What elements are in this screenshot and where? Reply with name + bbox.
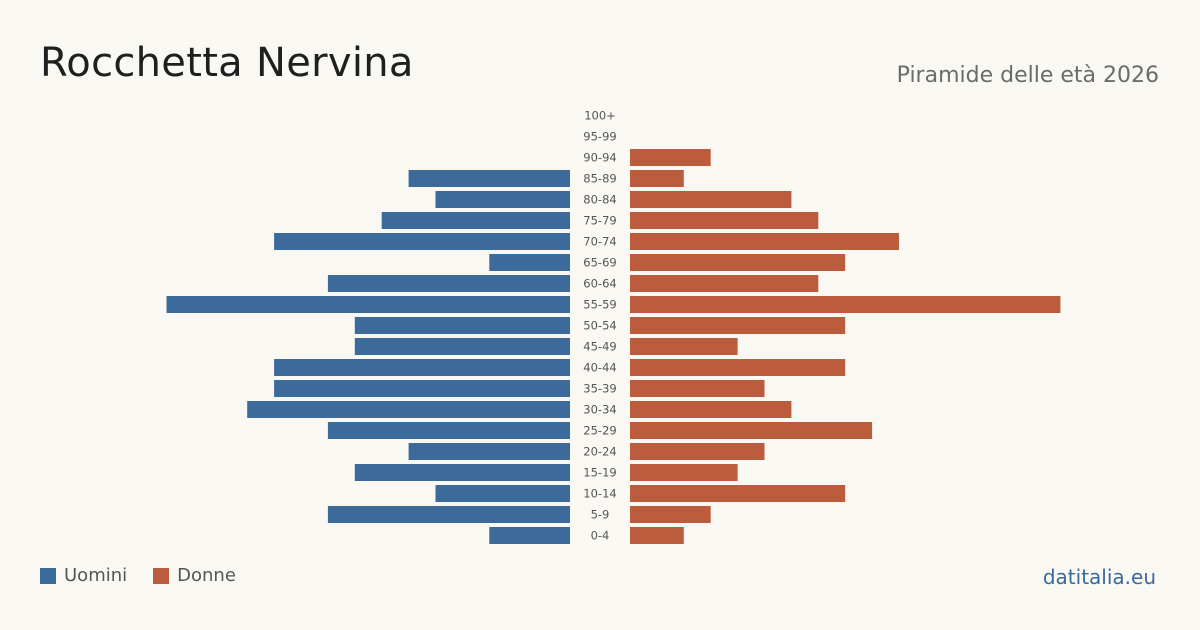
bar-women-10-14 bbox=[630, 485, 846, 502]
bar-women-20-24 bbox=[630, 443, 765, 460]
bar-women-35-39 bbox=[630, 380, 765, 397]
bar-men-70-74 bbox=[274, 233, 570, 250]
bar-women-45-49 bbox=[630, 338, 738, 355]
chart-subtitle: Piramide delle età 2026 bbox=[896, 63, 1159, 88]
bar-women-0-4 bbox=[630, 527, 684, 544]
age-label-10-14: 10-14 bbox=[583, 487, 616, 501]
age-label-75-79: 75-79 bbox=[583, 214, 616, 228]
age-label-45-49: 45-49 bbox=[583, 340, 616, 354]
bar-men-40-44 bbox=[274, 359, 570, 376]
bar-women-70-74 bbox=[630, 233, 899, 250]
age-label-80-84: 80-84 bbox=[583, 193, 616, 207]
legend: Uomini Donne bbox=[40, 565, 262, 586]
age-label-0-4: 0-4 bbox=[591, 529, 610, 543]
bar-men-80-84 bbox=[435, 191, 570, 208]
bar-men-20-24 bbox=[408, 443, 570, 460]
age-label-95-99: 95-99 bbox=[583, 130, 616, 144]
legend-label-men: Uomini bbox=[64, 565, 128, 586]
bar-women-30-34 bbox=[630, 401, 792, 418]
bar-men-35-39 bbox=[274, 380, 570, 397]
age-label-15-19: 15-19 bbox=[583, 466, 616, 480]
age-label-90-94: 90-94 bbox=[583, 151, 616, 165]
bar-women-15-19 bbox=[630, 464, 738, 481]
bar-men-0-4 bbox=[489, 527, 570, 544]
age-label-25-29: 25-29 bbox=[583, 424, 616, 438]
legend-swatch-women bbox=[153, 567, 170, 584]
bar-women-80-84 bbox=[630, 191, 792, 208]
bar-men-10-14 bbox=[435, 485, 570, 502]
age-label-100plus: 100+ bbox=[584, 109, 616, 123]
chart-title: Rocchetta Nervina bbox=[40, 40, 414, 86]
bar-men-25-29 bbox=[327, 422, 570, 439]
age-label-40-44: 40-44 bbox=[583, 361, 616, 375]
bar-men-50-54 bbox=[354, 317, 570, 334]
age-label-65-69: 65-69 bbox=[583, 256, 616, 270]
bar-men-60-64 bbox=[327, 275, 570, 292]
bar-women-75-79 bbox=[630, 212, 819, 229]
legend-item-women: Donne bbox=[153, 565, 236, 586]
age-label-20-24: 20-24 bbox=[583, 445, 616, 459]
bar-women-50-54 bbox=[630, 317, 846, 334]
bar-women-40-44 bbox=[630, 359, 846, 376]
age-label-60-64: 60-64 bbox=[583, 277, 616, 291]
bar-women-85-89 bbox=[630, 170, 684, 187]
bar-women-55-59 bbox=[630, 296, 1061, 313]
bar-men-85-89 bbox=[408, 170, 570, 187]
age-label-85-89: 85-89 bbox=[583, 172, 616, 186]
bar-men-30-34 bbox=[247, 401, 570, 418]
bar-women-90-94 bbox=[630, 149, 711, 166]
age-label-5-9: 5-9 bbox=[591, 508, 610, 522]
legend-swatch-men bbox=[40, 567, 56, 584]
bar-men-15-19 bbox=[354, 464, 570, 481]
legend-label-women: Donne bbox=[177, 565, 236, 586]
bar-women-25-29 bbox=[630, 422, 873, 439]
bar-men-55-59 bbox=[166, 296, 570, 313]
bar-women-60-64 bbox=[630, 275, 819, 292]
age-label-55-59: 55-59 bbox=[583, 298, 616, 312]
bar-men-65-69 bbox=[489, 254, 570, 271]
age-label-30-34: 30-34 bbox=[583, 403, 616, 417]
bar-men-5-9 bbox=[327, 506, 570, 523]
bar-men-45-49 bbox=[354, 338, 570, 355]
bar-women-5-9 bbox=[630, 506, 711, 523]
age-label-35-39: 35-39 bbox=[583, 382, 616, 396]
bar-men-75-79 bbox=[381, 212, 570, 229]
legend-item-men: Uomini bbox=[40, 565, 127, 586]
age-label-50-54: 50-54 bbox=[583, 319, 616, 333]
bar-women-65-69 bbox=[630, 254, 846, 271]
brand-link[interactable]: datitalia.eu bbox=[1042, 565, 1156, 589]
age-label-70-74: 70-74 bbox=[583, 235, 616, 249]
